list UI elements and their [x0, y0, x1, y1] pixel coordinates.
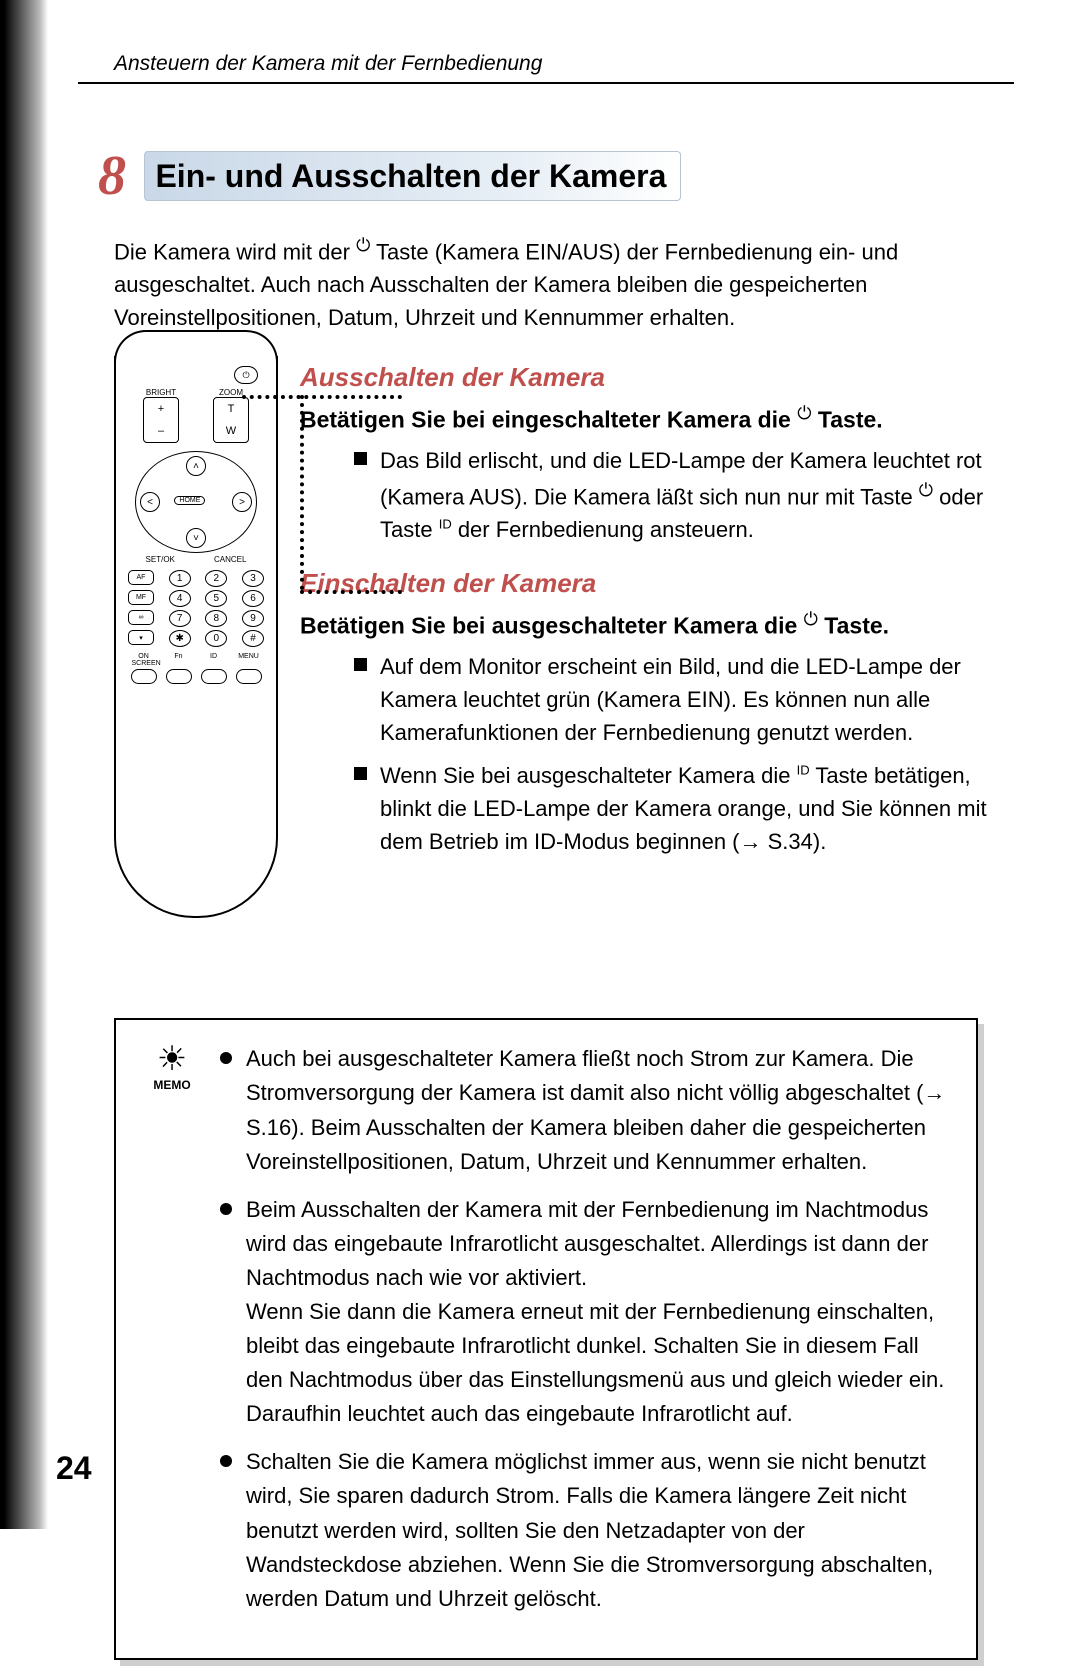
- zoom-buttons: TW: [213, 397, 249, 443]
- dpad-down: ˅: [186, 528, 206, 548]
- key-3: 3: [242, 570, 264, 587]
- key-9: 9: [242, 610, 264, 627]
- dpad: ˄ ˅ ˂ ˃ HOME: [135, 451, 257, 553]
- key-1: 1: [169, 570, 191, 587]
- mf-button: MF: [128, 590, 154, 605]
- id-icon: ID: [797, 763, 810, 778]
- chapter-title: Ein- und Ausschalten der Kamera: [144, 151, 681, 201]
- chapter-number: 8: [98, 144, 126, 208]
- section-off-heading: Ausschalten der Kamera: [300, 362, 1014, 393]
- page: Ansteuern der Kamera mit der Fernbedienu…: [0, 0, 1080, 1529]
- af-button: AF: [128, 570, 154, 585]
- cancel-label: CANCEL: [214, 555, 246, 564]
- setok-label: SET/OK: [146, 555, 175, 564]
- intro-text-a: Die Kamera wird mit der: [114, 239, 356, 264]
- remote-inner: ⏻ BRIGHT+– ZOOMTW ˄ ˅ ˂ ˃ HOME SET/OK CAN…: [116, 362, 276, 686]
- key-4: 4: [169, 590, 191, 607]
- memo-block: ☀ MEMO Auch bei ausgeschalteter Kamera f…: [114, 1018, 978, 1660]
- power-button-icon: ⏻: [234, 366, 258, 384]
- bright-group: BRIGHT+–: [143, 388, 179, 443]
- pointer-line-v: [300, 395, 304, 590]
- section-on-step: Betätigen Sie bei ausgeschalteter Kamera…: [300, 609, 1014, 640]
- key-8: 8: [205, 610, 227, 627]
- zoom-group: ZOOMTW: [213, 388, 249, 443]
- dpad-left: ˂: [140, 492, 160, 512]
- dpad-home: HOME: [174, 496, 205, 505]
- binding-edge: [0, 0, 48, 1529]
- zoom-label: ZOOM: [213, 388, 249, 397]
- body-row: ⏻ BRIGHT+– ZOOMTW ˄ ˅ ˂ ˃ HOME SET/OK CAN…: [114, 358, 1014, 918]
- power-icon: ⏻: [356, 235, 370, 255]
- chapter-heading: 8 Ein- und Ausschalten der Kamera: [78, 144, 1014, 208]
- key-hash: #: [242, 630, 264, 647]
- bright-buttons: +–: [143, 397, 179, 443]
- page-number: 24: [56, 1450, 92, 1487]
- onscreen-label: ON SCREEN: [132, 653, 156, 667]
- section-on-list: Auf dem Monitor erscheint ein Bild, und …: [354, 650, 1014, 858]
- id-button: [201, 669, 227, 684]
- key-5: 5: [205, 590, 227, 607]
- id-label: ID: [202, 653, 226, 667]
- remote-column: ⏻ BRIGHT+– ZOOMTW ˄ ˅ ˂ ˃ HOME SET/OK CAN…: [114, 358, 282, 918]
- memo-item-2: Beim Ausschalten der Kamera mit der Fern…: [220, 1193, 948, 1432]
- section-on-heading: Einschalten der Kamera: [300, 568, 1014, 599]
- remote-illustration: ⏻ BRIGHT+– ZOOMTW ˄ ˅ ˂ ˃ HOME SET/OK CAN…: [114, 356, 278, 918]
- bright-label: BRIGHT: [143, 388, 179, 397]
- inf-button: ∞: [128, 610, 154, 625]
- content-column: Ausschalten der Kamera Betätigen Sie bei…: [300, 358, 1014, 918]
- memo-box: ☀ MEMO Auch bei ausgeschalteter Kamera f…: [114, 1018, 978, 1660]
- key-2: 2: [205, 570, 227, 587]
- near-button: ▾: [128, 630, 154, 645]
- id-icon: ID: [439, 517, 452, 532]
- section-off-step: Betätigen Sie bei eingeschalteter Kamera…: [300, 403, 1014, 434]
- power-icon: ⏻: [919, 480, 933, 500]
- fn-button: [166, 669, 192, 684]
- memo-sun-icon: ☀: [144, 1042, 200, 1076]
- on-bullet-2: Wenn Sie bei ausgeschalteter Kamera die …: [354, 759, 1014, 858]
- section-off-list: Das Bild erlischt, und die LED-Lampe der…: [354, 444, 1014, 546]
- key-6: 6: [242, 590, 264, 607]
- key-star: ✱: [169, 630, 191, 647]
- onscreen-button: [131, 669, 157, 684]
- on-bullet-1: Auf dem Monitor erscheint ein Bild, und …: [354, 650, 1014, 749]
- off-bullet-1: Das Bild erlischt, und die LED-Lampe der…: [354, 444, 1014, 546]
- memo-icon-group: ☀ MEMO: [144, 1042, 200, 1630]
- menu-label: MENU: [237, 653, 261, 667]
- memo-item-1: Auch bei ausgeschalteter Kamera fließt n…: [220, 1042, 948, 1178]
- remote-top: [114, 330, 278, 362]
- memo-label: MEMO: [144, 1078, 200, 1092]
- dpad-right: ˃: [232, 492, 252, 512]
- key-7: 7: [169, 610, 191, 627]
- memo-item-3: Schalten Sie die Kamera möglichst immer …: [220, 1445, 948, 1615]
- memo-list: Auch bei ausgeschalteter Kamera fließt n…: [220, 1042, 948, 1630]
- power-icon: ⏻: [797, 403, 811, 423]
- running-header: Ansteuern der Kamera mit der Fernbedienu…: [114, 52, 1014, 76]
- fn-label: Fn: [167, 653, 191, 667]
- pointer-line-2: [300, 590, 402, 594]
- power-icon: ⏻: [804, 609, 818, 629]
- key-0: 0: [205, 630, 227, 647]
- dpad-up: ˄: [186, 456, 206, 476]
- header-rule: [78, 82, 1014, 84]
- intro-paragraph: Die Kamera wird mit der ⏻ Taste (Kamera …: [114, 232, 1014, 334]
- menu-button: [236, 669, 262, 684]
- keypad: AF 123 MF 456 ∞ 789 ▾ ✱ 0 #: [128, 570, 264, 647]
